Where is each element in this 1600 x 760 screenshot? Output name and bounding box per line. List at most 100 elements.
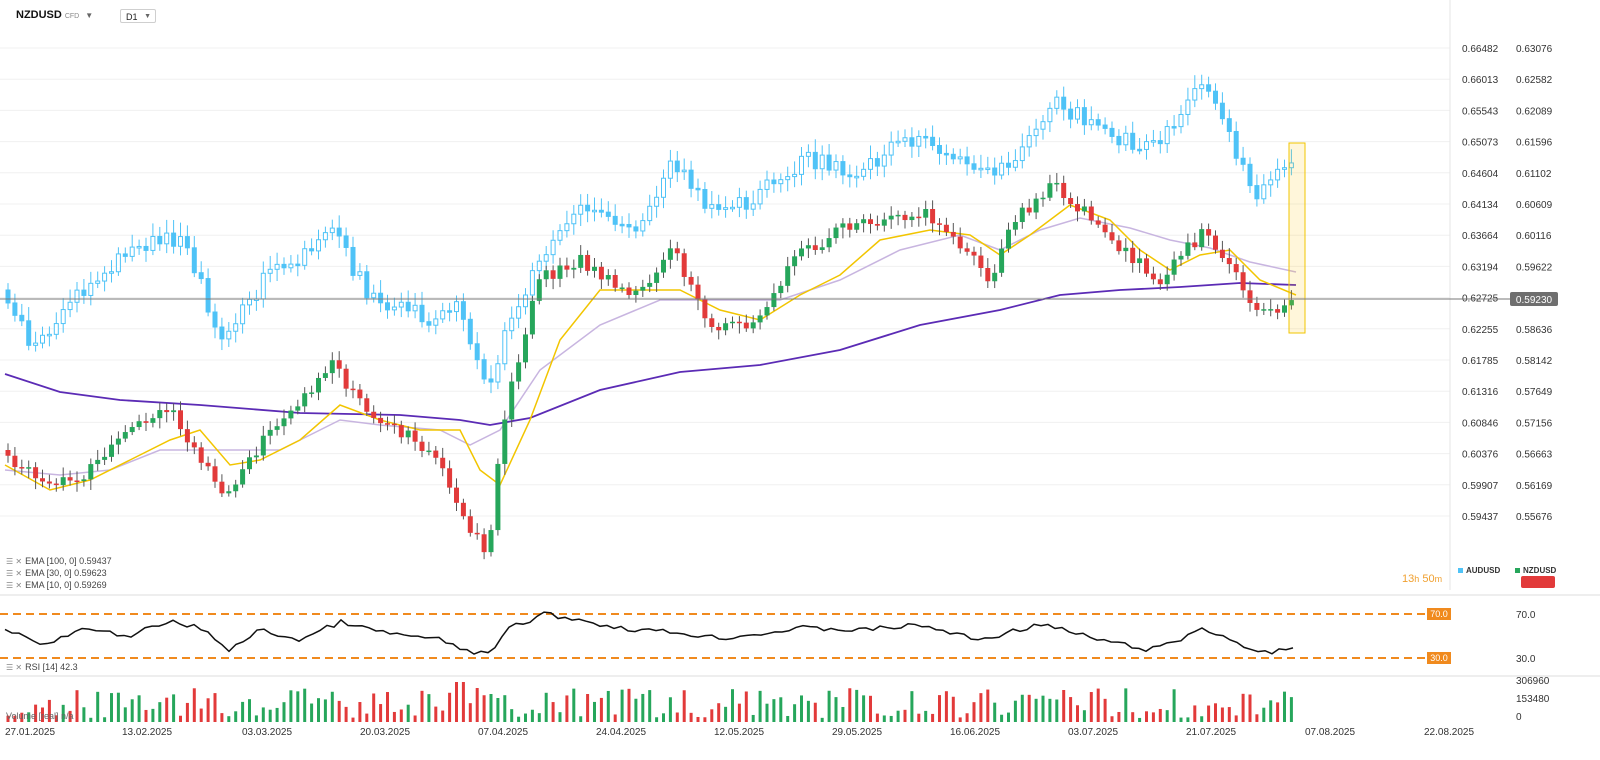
date-label: 16.06.2025 <box>950 727 1000 738</box>
ema-10-legend[interactable]: ☰ ✕ EMA [10, 0] 0.59269 <box>6 580 107 590</box>
symbol-selector[interactable]: NZDUSD CFD ▼ <box>16 9 93 21</box>
nzdusd-candle <box>557 265 563 279</box>
date-label: 24.04.2025 <box>596 727 646 738</box>
audusd-candle <box>309 248 315 252</box>
audusd-candle <box>1171 126 1177 129</box>
audusd-candle <box>978 167 984 171</box>
volume-bar <box>54 715 58 722</box>
nzdusd-candle <box>743 322 749 329</box>
nzdusd-candle <box>233 484 239 492</box>
volume-bar <box>986 689 990 722</box>
volume-bar <box>848 688 852 722</box>
nzdusd-candle <box>488 530 494 553</box>
volume-bar <box>434 706 438 722</box>
volume-bar <box>751 714 755 722</box>
price-label-left: 0.65543 <box>1462 106 1499 117</box>
nzdusd-candle <box>1054 182 1060 185</box>
nzdusd-candle <box>1275 309 1281 313</box>
volume-bar <box>172 694 176 722</box>
nzdusd-candle <box>598 266 604 280</box>
volume-bar <box>958 717 962 722</box>
nzdusd-candle <box>412 430 418 442</box>
nzdusd-candle <box>695 284 701 300</box>
legend-audusd-label: AUDUSD <box>1466 566 1501 575</box>
audusd-candle <box>1226 118 1232 132</box>
audusd-candle <box>115 253 121 273</box>
volume-bar <box>1117 711 1121 722</box>
volume-axis-label: 153480 <box>1516 694 1550 705</box>
volume-bar <box>1283 691 1286 722</box>
nzdusd-candle <box>847 223 853 230</box>
audusd-candle <box>674 160 680 173</box>
audusd-candle <box>474 343 480 361</box>
date-label: 22.08.2025 <box>1424 727 1474 738</box>
volume-bar <box>517 716 521 722</box>
audusd-candle <box>1185 99 1191 115</box>
rsi-legend[interactable]: ☰ ✕ RSI [14] 42.3 <box>6 662 78 672</box>
volume-bar <box>323 699 327 722</box>
ema-100-legend[interactable]: ☰ ✕ EMA [100, 0] 0.59437 <box>6 556 112 566</box>
nzdusd-candle <box>226 491 232 494</box>
nzdusd-candle <box>661 259 666 273</box>
volume-legend[interactable]: Volume [real] n/a <box>6 711 74 721</box>
volume-bar <box>1193 705 1197 722</box>
audusd-candle <box>888 141 894 156</box>
nzdusd-candle <box>819 247 825 250</box>
timeframe-selector[interactable]: D1 ▼ <box>120 9 156 23</box>
audusd-candle <box>647 205 653 222</box>
nzdusd-candle <box>164 410 170 413</box>
audusd-candle <box>240 304 246 325</box>
volume-bar <box>579 716 583 722</box>
volume-bar <box>675 712 679 722</box>
price-label-right: 0.60116 <box>1516 231 1552 242</box>
volume-bar <box>524 713 527 722</box>
ema-30-legend[interactable]: ☰ ✕ EMA [30, 0] 0.59623 <box>6 568 107 578</box>
audusd-candle <box>605 211 611 217</box>
volume-bar <box>330 691 334 722</box>
date-label: 07.08.2025 <box>1305 727 1355 738</box>
volume-bar <box>834 697 838 722</box>
audusd-candle <box>1006 162 1011 168</box>
sell-button[interactable] <box>1521 576 1555 588</box>
date-label: 03.07.2025 <box>1068 727 1118 738</box>
nzdusd-candle <box>53 483 59 486</box>
chart-toolbar: NZDUSD CFD ▼ D1 ▼ <box>0 0 1600 30</box>
nzdusd-candle <box>274 426 280 430</box>
nzdusd-candle <box>1081 206 1087 212</box>
volume-bar <box>110 693 113 722</box>
date-label: 03.03.2025 <box>242 727 292 738</box>
audusd-candle <box>585 204 591 212</box>
ema-30-label: EMA [30, 0] 0.59623 <box>25 568 107 578</box>
nzdusd-candle <box>1130 247 1136 264</box>
nzdusd-candle <box>943 224 949 232</box>
volume-bar <box>379 704 383 722</box>
nzdusd-candle <box>371 411 377 418</box>
legend-audusd: AUDUSD <box>1458 566 1500 575</box>
audusd-candle <box>440 310 446 320</box>
volume-bar <box>337 700 341 722</box>
nzdusd-candle <box>736 321 742 324</box>
nzdusd-candle <box>329 360 335 374</box>
nzdusd-candle <box>316 377 321 393</box>
rsi-lower-tag <box>1427 652 1451 664</box>
nzdusd-candle <box>115 438 121 445</box>
price-label-right: 0.60609 <box>1516 200 1553 211</box>
nzdusd-candle <box>930 209 936 224</box>
nzdusd-candle <box>509 381 515 420</box>
audusd-candle <box>143 245 149 251</box>
volume-bar <box>220 713 224 722</box>
audusd-candle <box>357 271 363 276</box>
price-label-left: 0.59907 <box>1462 481 1499 492</box>
audusd-candle <box>1102 124 1108 129</box>
nzdusd-candle <box>937 223 942 225</box>
nzdusd-candle <box>460 502 466 517</box>
nzdusd-candle <box>902 214 908 221</box>
audusd-candle <box>785 176 791 181</box>
nzdusd-candle <box>840 223 846 228</box>
volume-bar <box>896 710 900 722</box>
audusd-candle <box>1254 185 1260 200</box>
audusd-candle <box>923 135 929 139</box>
grid <box>0 47 1450 517</box>
audusd-candle <box>109 271 114 274</box>
